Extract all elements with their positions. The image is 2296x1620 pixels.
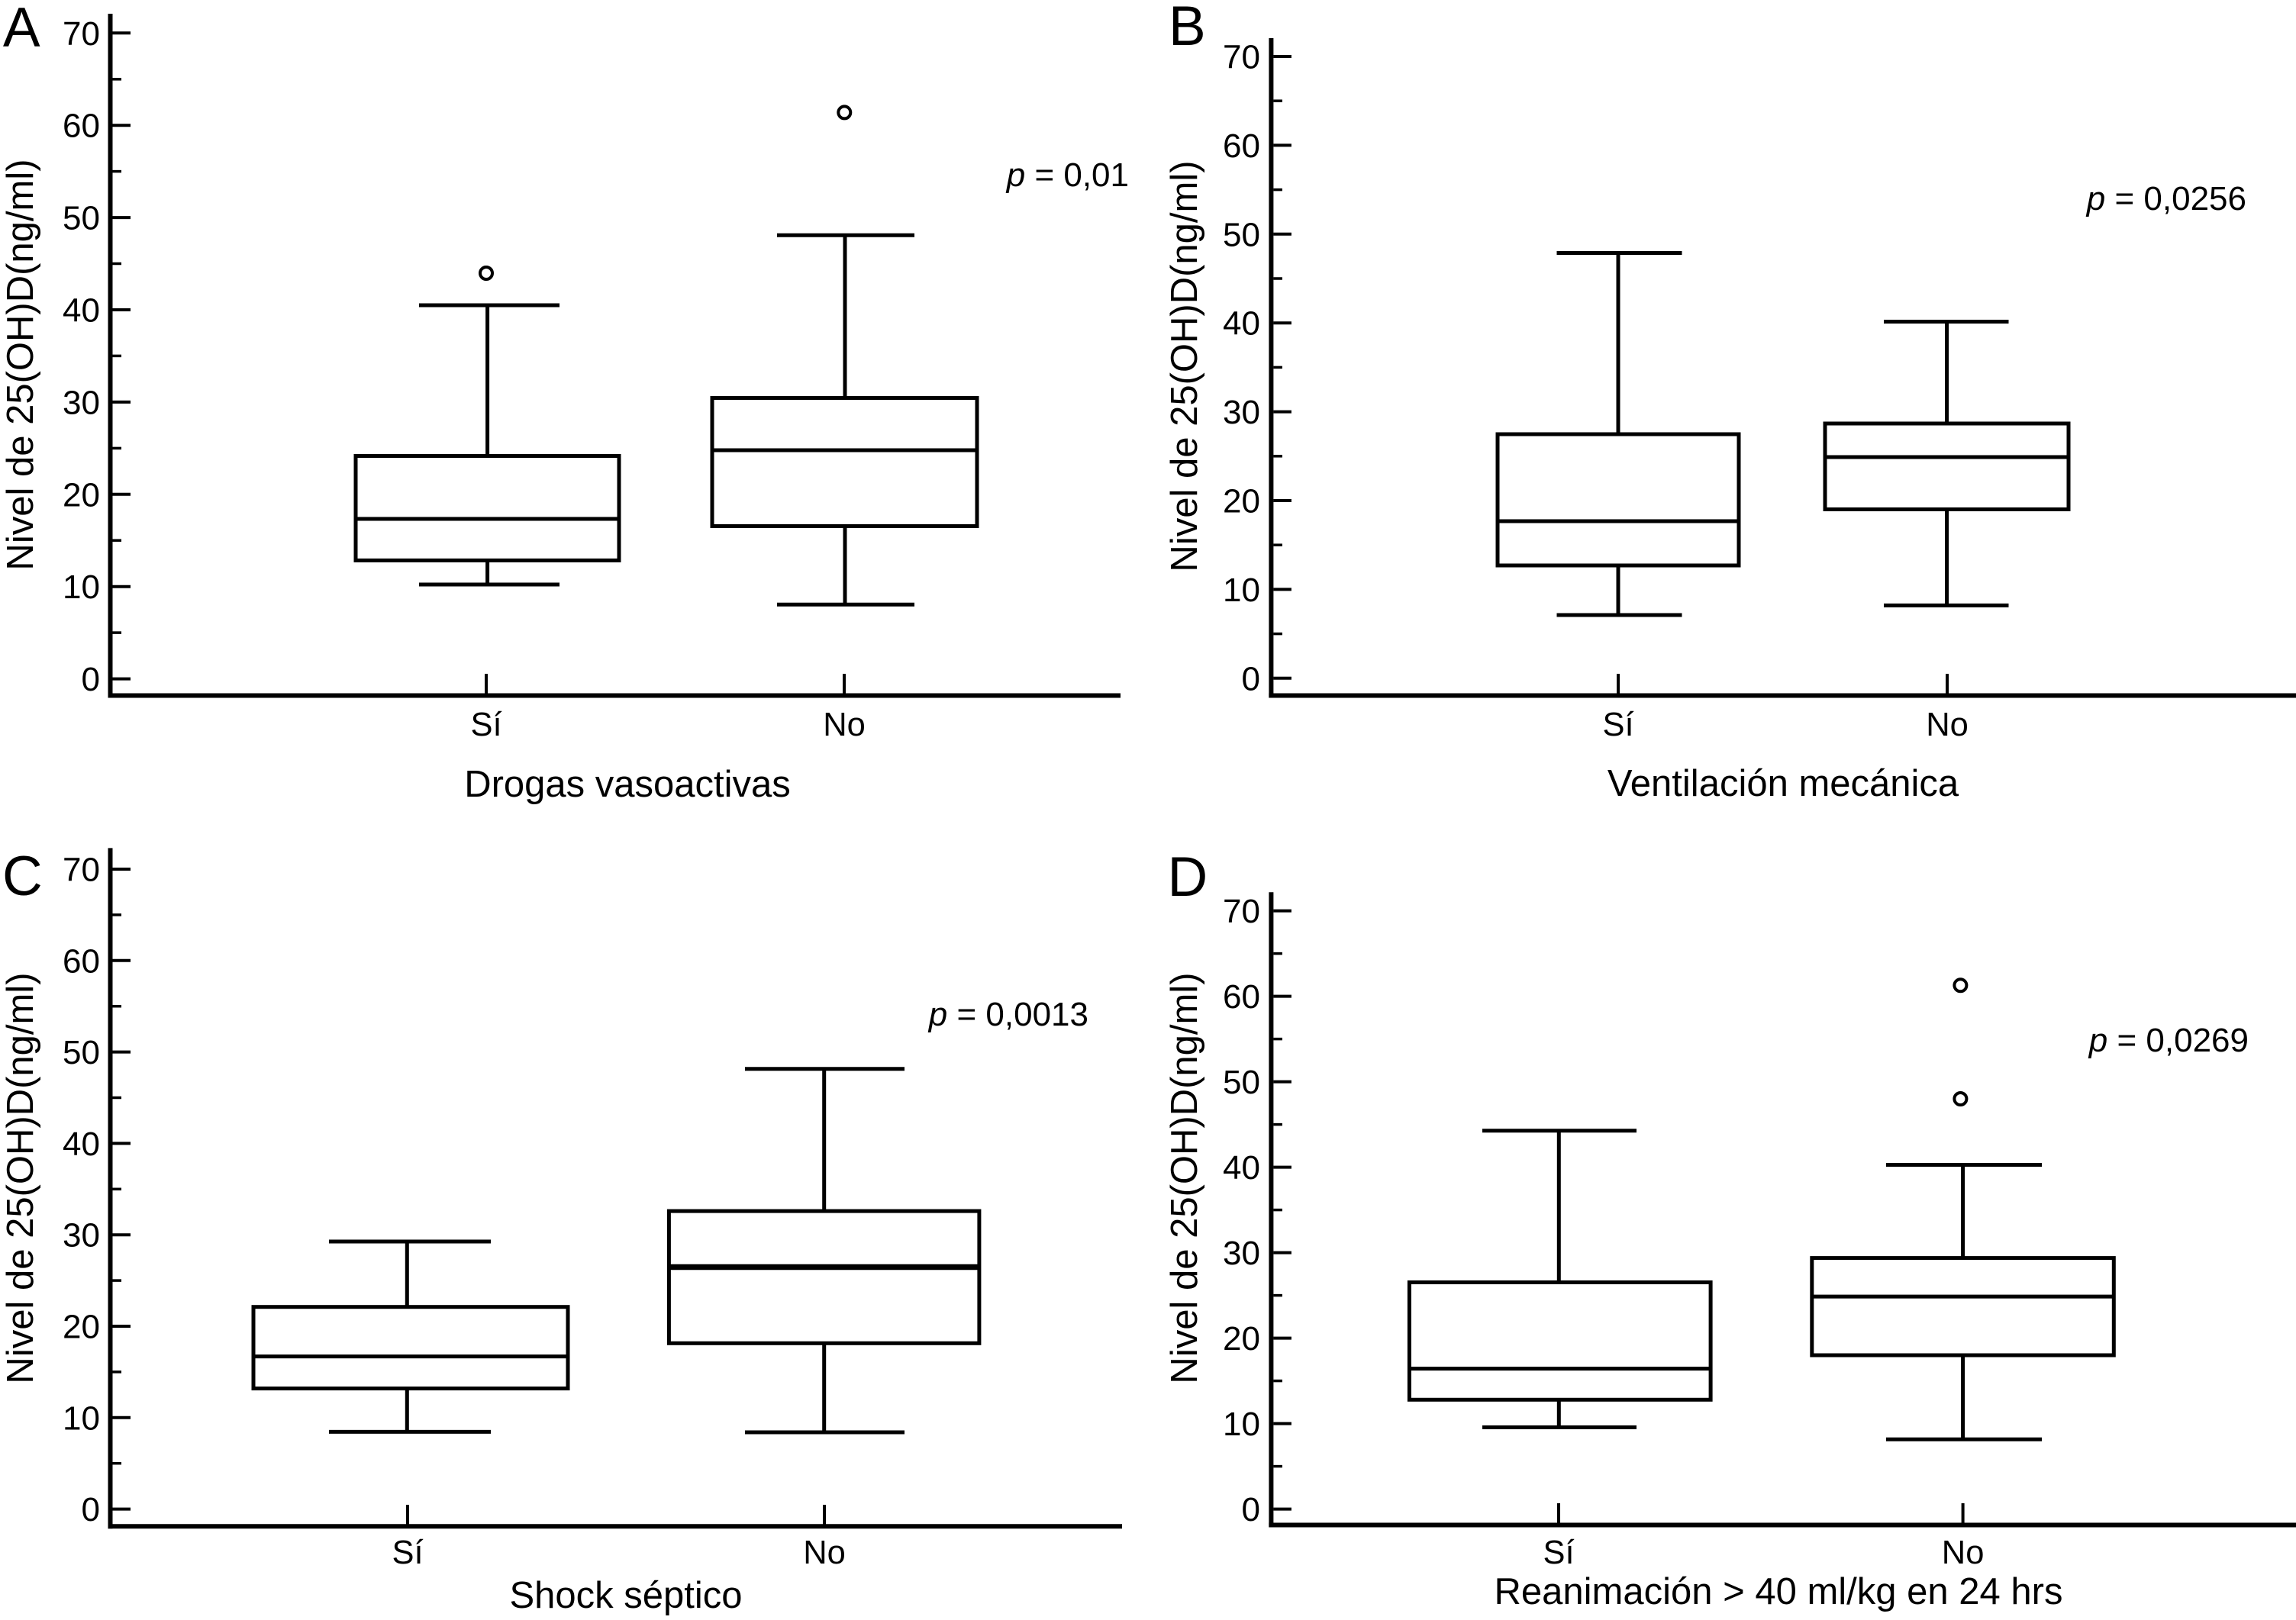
svg-text:70: 70 — [1223, 893, 1260, 930]
svg-text:p = 0,0013: p = 0,0013 — [927, 996, 1088, 1033]
svg-text:10: 10 — [63, 568, 100, 606]
svg-text:40: 40 — [1223, 305, 1260, 343]
svg-text:0: 0 — [82, 661, 100, 698]
svg-text:Drogas vasoactivas: Drogas vasoactivas — [464, 764, 791, 805]
svg-text:p = 0,0256: p = 0,0256 — [2085, 180, 2246, 217]
svg-text:70: 70 — [63, 15, 100, 53]
svg-text:Sí: Sí — [470, 707, 501, 743]
svg-text:50: 50 — [63, 1034, 100, 1071]
svg-text:0: 0 — [1242, 1491, 1260, 1528]
svg-text:40: 40 — [63, 1126, 100, 1163]
svg-text:30: 30 — [1223, 394, 1260, 431]
svg-text:60: 60 — [63, 108, 100, 145]
svg-text:Nivel de 25(OH)D(ng/ml): Nivel de 25(OH)D(ng/ml) — [1164, 972, 1205, 1383]
svg-text:10: 10 — [1223, 1406, 1260, 1443]
svg-text:20: 20 — [1223, 483, 1260, 520]
svg-text:20: 20 — [1223, 1320, 1260, 1358]
svg-text:Sí: Sí — [392, 1535, 423, 1571]
svg-text:60: 60 — [63, 942, 100, 980]
svg-text:50: 50 — [1223, 216, 1260, 253]
svg-text:10: 10 — [63, 1399, 100, 1437]
svg-text:B: B — [1169, 0, 1206, 57]
svg-text:No: No — [823, 707, 866, 743]
svg-text:30: 30 — [63, 1217, 100, 1254]
svg-text:Nivel de 25(OH)D(ng/ml): Nivel de 25(OH)D(ng/ml) — [0, 972, 41, 1383]
svg-text:Sí: Sí — [1602, 707, 1633, 743]
svg-text:10: 10 — [1223, 572, 1260, 609]
svg-text:C: C — [2, 845, 43, 907]
svg-text:20: 20 — [63, 1309, 100, 1346]
svg-text:0: 0 — [82, 1491, 100, 1528]
svg-text:40: 40 — [63, 292, 100, 330]
svg-text:50: 50 — [1223, 1064, 1260, 1101]
svg-text:50: 50 — [63, 200, 100, 237]
svg-text:D: D — [1168, 846, 1208, 908]
svg-text:Sí: Sí — [1543, 1535, 1574, 1571]
svg-text:Nivel de 25(OH)D(ng/ml): Nivel de 25(OH)D(ng/ml) — [1164, 160, 1205, 572]
svg-text:30: 30 — [63, 384, 100, 421]
svg-text:Nivel de 25(OH)D(ng/ml): Nivel de 25(OH)D(ng/ml) — [0, 159, 41, 570]
svg-text:No: No — [1926, 707, 1969, 743]
svg-text:No: No — [803, 1535, 846, 1571]
svg-text:70: 70 — [1223, 39, 1260, 76]
svg-text:p = 0,01: p = 0,01 — [1005, 156, 1129, 194]
svg-text:60: 60 — [1223, 127, 1260, 165]
svg-text:20: 20 — [63, 476, 100, 514]
svg-text:0: 0 — [1242, 660, 1260, 697]
svg-text:No: No — [1942, 1535, 1985, 1571]
svg-text:Shock séptico: Shock séptico — [509, 1575, 742, 1616]
svg-text:A: A — [3, 0, 40, 59]
svg-text:p = 0,0269: p = 0,0269 — [2088, 1022, 2249, 1059]
svg-text:60: 60 — [1223, 978, 1260, 1016]
svg-text:Reanimación > 40 ml/kg en 24 h: Reanimación > 40 ml/kg en 24 hrs — [1495, 1571, 2063, 1612]
svg-text:40: 40 — [1223, 1149, 1260, 1187]
svg-text:30: 30 — [1223, 1235, 1260, 1272]
svg-text:70: 70 — [63, 852, 100, 889]
svg-text:Ventilación mecánica: Ventilación mecánica — [1608, 763, 1959, 804]
